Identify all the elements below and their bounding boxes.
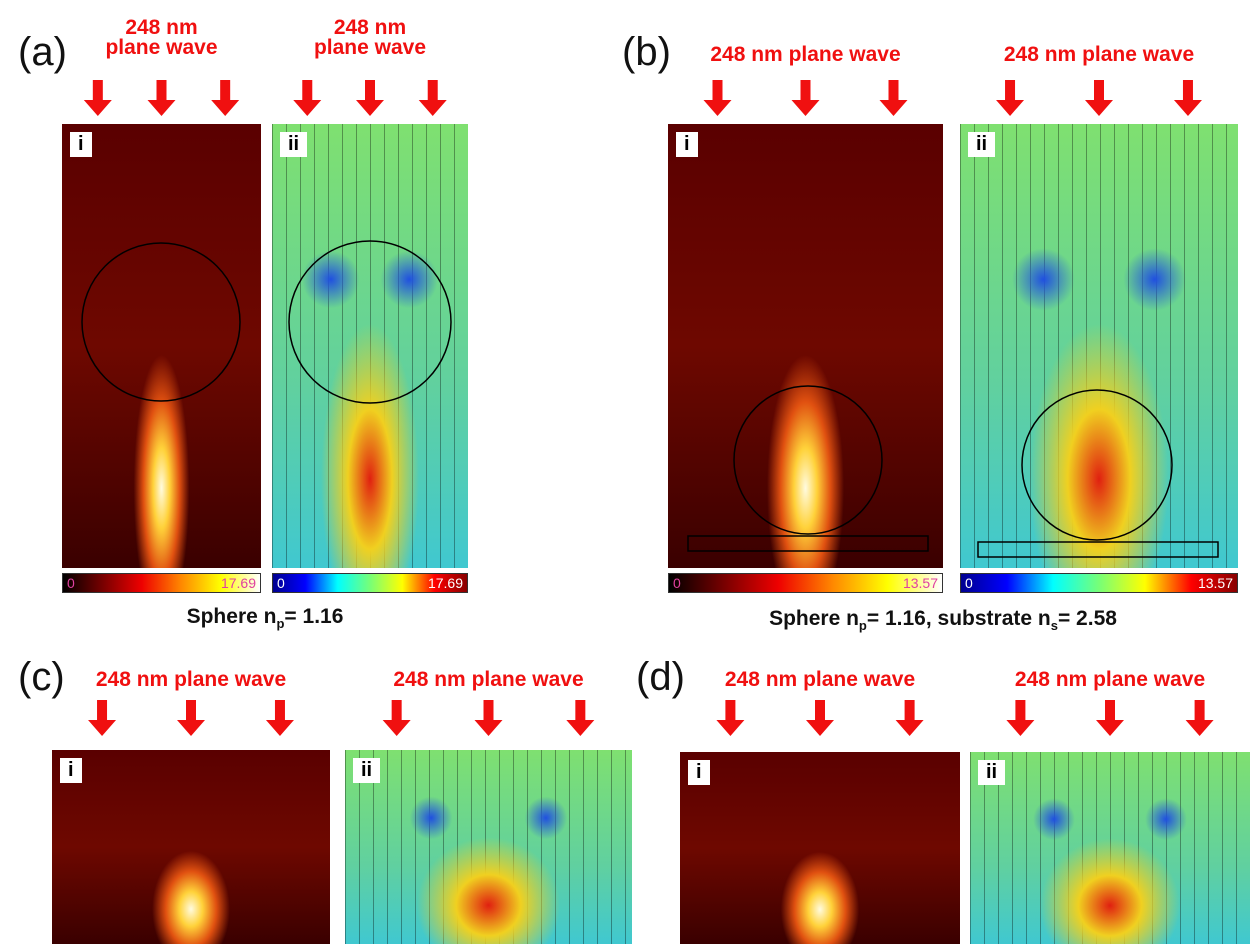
sphere-outline — [82, 243, 240, 401]
arrow — [1096, 700, 1124, 736]
arrow — [880, 80, 908, 116]
arrow — [996, 80, 1024, 116]
arrow — [1006, 700, 1034, 736]
arrow — [896, 700, 924, 736]
arrow — [1174, 80, 1202, 116]
arrow — [88, 700, 116, 736]
arrow — [293, 80, 321, 116]
overlay — [0, 0, 1250, 944]
arrow — [211, 80, 239, 116]
arrow — [806, 700, 834, 736]
arrow — [704, 80, 732, 116]
arrow — [792, 80, 820, 116]
arrow — [266, 700, 294, 736]
arrow — [1085, 80, 1113, 116]
arrow — [84, 80, 112, 116]
substrate-outline — [688, 536, 928, 551]
arrow — [716, 700, 744, 736]
figure: (() => { const data = JSON.parse(documen… — [0, 0, 1250, 944]
sphere-outline — [289, 241, 451, 403]
arrow — [177, 700, 205, 736]
arrow — [356, 80, 384, 116]
sphere-outline — [1022, 390, 1172, 540]
arrow — [475, 700, 503, 736]
substrate-outline — [978, 542, 1218, 557]
arrow — [419, 80, 447, 116]
arrow — [383, 700, 411, 736]
arrow — [1186, 700, 1214, 736]
arrow — [148, 80, 176, 116]
sphere-outline — [734, 386, 882, 534]
arrow — [566, 700, 594, 736]
